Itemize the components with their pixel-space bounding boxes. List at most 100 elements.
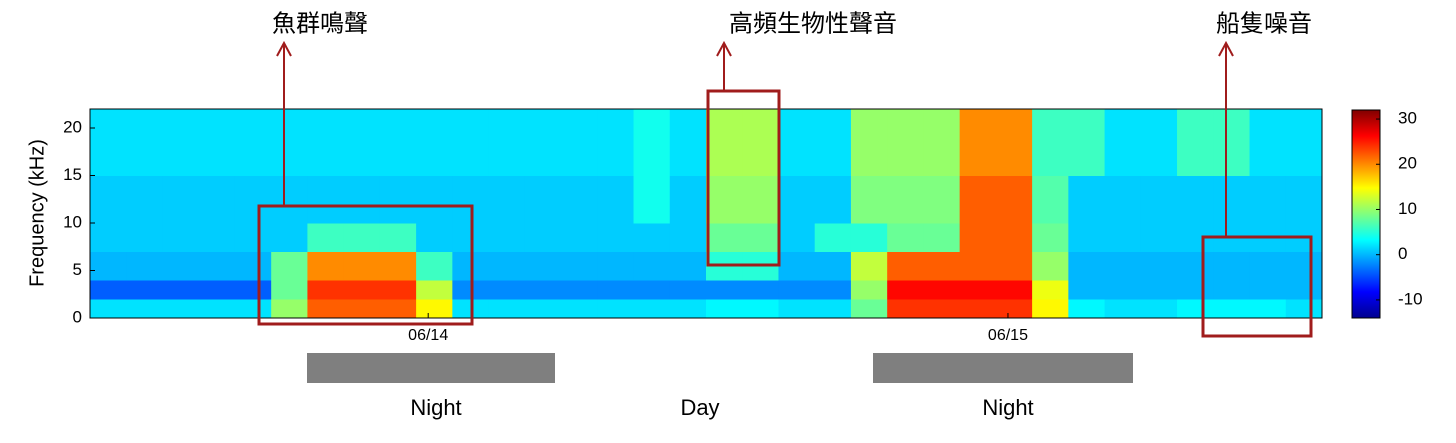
- cell: [887, 175, 924, 224]
- cell: [271, 223, 308, 252]
- cell: [778, 175, 816, 224]
- cell: [742, 109, 779, 176]
- cell: [198, 299, 236, 319]
- cell: [742, 280, 779, 300]
- cell: [271, 299, 308, 319]
- cell: [561, 175, 598, 224]
- cell: [234, 299, 272, 319]
- cell: [1140, 223, 1178, 252]
- cell: [379, 299, 417, 319]
- cell: [524, 280, 562, 300]
- cell: [1032, 109, 1069, 176]
- cell: [416, 280, 453, 300]
- cell: [887, 223, 924, 252]
- cell: [742, 223, 779, 252]
- cell: [198, 109, 236, 176]
- colorbar-tick-label: -10: [1398, 289, 1423, 308]
- cell: [742, 299, 779, 319]
- cell: [1285, 175, 1323, 224]
- cell: [1032, 175, 1069, 224]
- cell: [162, 223, 200, 252]
- heatmap: [90, 109, 1323, 319]
- cell: [706, 223, 743, 252]
- cell: [669, 109, 707, 176]
- cell: [90, 109, 127, 176]
- cell: [597, 251, 635, 281]
- cell: [597, 299, 635, 319]
- cell: [1032, 223, 1069, 252]
- cell: [416, 299, 453, 319]
- cell: [669, 299, 707, 319]
- cell: [814, 109, 852, 176]
- cell: [597, 175, 635, 224]
- cell: [198, 251, 236, 281]
- arrow: [1218, 40, 1234, 237]
- y-tick-label: 0: [73, 307, 82, 326]
- cell: [271, 280, 308, 300]
- cell: [1068, 109, 1106, 176]
- cell: [488, 299, 526, 319]
- cell: [524, 223, 562, 252]
- colorbar-tick-label: 20: [1398, 154, 1417, 173]
- cell: [778, 223, 816, 252]
- cell: [1104, 223, 1142, 252]
- cell: [1213, 280, 1251, 300]
- cell: [1285, 280, 1323, 300]
- cell: [90, 223, 127, 252]
- arrow: [276, 40, 292, 206]
- cell: [1177, 299, 1214, 319]
- colorbar-tick-label: 10: [1398, 199, 1417, 218]
- cell: [1104, 109, 1142, 176]
- cell: [887, 109, 924, 176]
- cell: [1068, 280, 1106, 300]
- cell: [488, 175, 526, 224]
- cell: [1213, 109, 1251, 176]
- cell: [669, 175, 707, 224]
- cell: [162, 280, 200, 300]
- cell: [126, 280, 163, 300]
- period-label: Night: [410, 395, 461, 420]
- cell: [271, 175, 308, 224]
- cell: [343, 280, 381, 300]
- cell: [524, 299, 562, 319]
- cell: [1032, 251, 1069, 281]
- cell: [1177, 251, 1214, 281]
- cell: [923, 175, 961, 224]
- cell: [887, 280, 924, 300]
- colorbar-tick-label: 30: [1398, 109, 1417, 128]
- period-label: Night: [982, 395, 1033, 420]
- cell: [850, 175, 888, 224]
- cell: [379, 223, 417, 252]
- cell: [198, 175, 236, 224]
- cell: [126, 109, 163, 176]
- cell: [488, 280, 526, 300]
- cell: [706, 280, 743, 300]
- cell: [307, 109, 345, 176]
- cell: [778, 280, 816, 300]
- cell: [524, 251, 562, 281]
- cell: [1068, 299, 1106, 319]
- cell: [923, 109, 961, 176]
- cell: [850, 299, 888, 319]
- cell: [343, 109, 381, 176]
- cell: [126, 299, 163, 319]
- y-axis-label: Frequency (kHz): [26, 139, 48, 287]
- cell: [90, 280, 127, 300]
- annotation-boxes: [257, 89, 1313, 338]
- x-tick-label: 06/15: [988, 327, 1028, 344]
- cell: [234, 175, 272, 224]
- cell: [561, 109, 598, 176]
- cell: [814, 299, 852, 319]
- cell: [307, 223, 345, 252]
- cell: [1104, 251, 1142, 281]
- cell: [271, 251, 308, 281]
- annotation: 魚群鳴聲: [272, 10, 368, 37]
- cell: [488, 251, 526, 281]
- y-tick-label: 10: [63, 212, 82, 231]
- cell: [959, 280, 997, 300]
- cell: [959, 299, 997, 319]
- cell: [1140, 299, 1178, 319]
- cell: [1213, 175, 1251, 224]
- cell: [379, 109, 417, 176]
- cell: [1285, 251, 1323, 281]
